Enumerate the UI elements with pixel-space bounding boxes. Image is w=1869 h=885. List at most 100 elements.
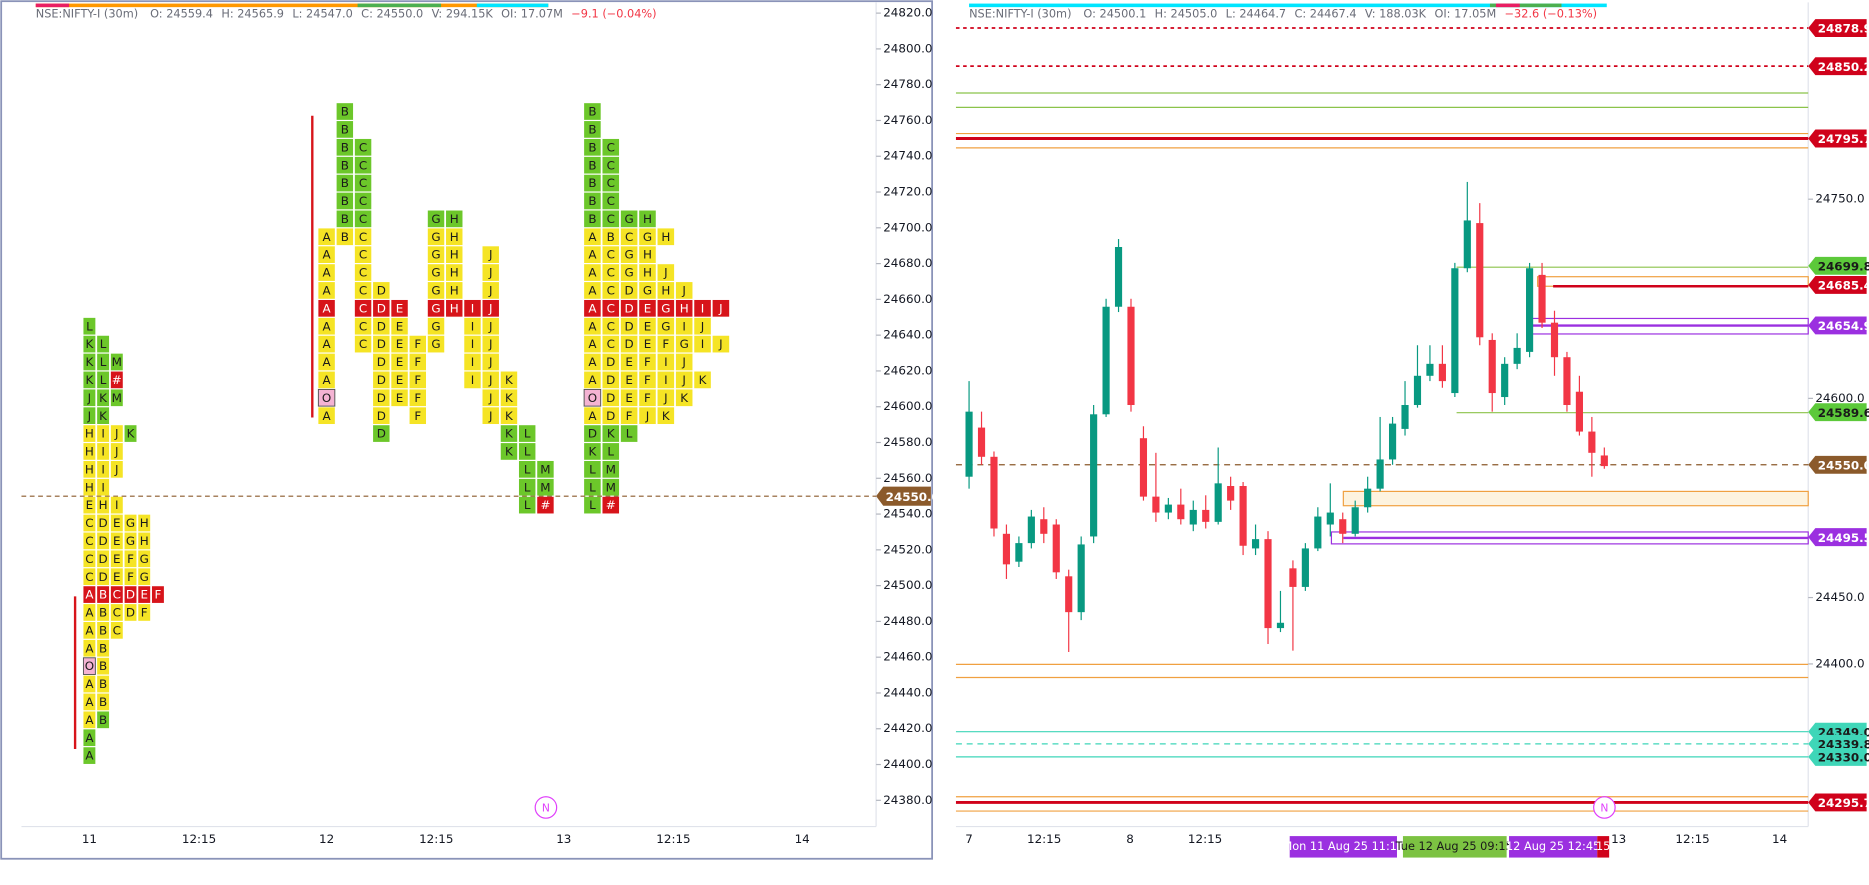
tpo-letter: F [414, 409, 421, 423]
tpo-letter: F [414, 355, 421, 369]
tpo-letter: L [589, 480, 596, 494]
last-price-tag [876, 486, 931, 506]
tpo-letter: F [155, 588, 162, 602]
header-strip [357, 3, 442, 8]
candle-body [965, 411, 973, 477]
tpo-letter: A [588, 409, 597, 423]
tpo-cell [584, 246, 601, 263]
tpo-letter: A [85, 731, 94, 745]
tpo-cell [620, 210, 638, 228]
news-marker[interactable] [534, 796, 558, 819]
tpo-cell [584, 478, 601, 496]
tpo-cell [83, 729, 96, 747]
price-label: 24620.0 [883, 363, 932, 377]
tpo-cell [83, 693, 96, 711]
header-field: OI: 17.07M [501, 6, 563, 20]
tpo-letter: A [323, 409, 332, 423]
time-label: 12:15 [1027, 832, 1061, 846]
tpo-letter: D [625, 319, 634, 333]
tpo-letter: K [505, 391, 514, 405]
tpo-cell [124, 568, 137, 586]
candle-body [1575, 391, 1583, 432]
tpo-cell [584, 264, 601, 281]
tpo-letter: G [431, 337, 440, 351]
tpo-letter: M [540, 462, 550, 476]
tpo-letter: G [431, 248, 440, 262]
tpo-letter: O [322, 391, 331, 405]
tpo-cell [97, 639, 110, 657]
tpo-cell [97, 353, 110, 371]
tpo-cell [657, 335, 675, 353]
news-marker-label[interactable]: N [1600, 802, 1608, 815]
candle-body [1264, 539, 1272, 629]
tpo-letter: I [471, 301, 475, 315]
tpo-cell [482, 371, 499, 389]
tpo-letter: C [359, 140, 367, 154]
price-tag [1808, 316, 1867, 335]
time-label: 13 [1611, 832, 1626, 846]
price-tag-label: 24795.7 [1818, 132, 1869, 146]
tpo-cell [518, 496, 536, 514]
right-header: NSE:NIFTY-I (30m) O: 24500.1 H: 24505.0 L: … [969, 6, 1597, 20]
tpo-letter: G [140, 552, 149, 566]
tpo-cell [583, 388, 602, 407]
tpo-cell [83, 604, 96, 621]
price-label: 24800.0 [883, 41, 932, 55]
header-strip [476, 3, 549, 8]
tpo-letter: E [396, 337, 404, 351]
tpo-letter: C [607, 176, 615, 190]
tpo-cell [602, 443, 620, 460]
tpo-cell [602, 156, 620, 174]
left-panel-frame [0, 0, 934, 860]
tpo-letter: G [431, 230, 440, 244]
tpo-cell [675, 282, 693, 299]
tpo-letter: E [644, 319, 652, 333]
news-marker[interactable] [1593, 796, 1616, 819]
tpo-cell [318, 335, 335, 353]
tpo-cell [639, 228, 656, 246]
candle-body [1289, 568, 1297, 587]
tpo-cell [318, 371, 335, 389]
tpo-cell [83, 711, 96, 729]
tpo-cell [584, 317, 601, 335]
tpo-letter: D [99, 570, 108, 584]
tpo-cell [602, 425, 620, 442]
tpo-letter: L [524, 427, 531, 441]
tpo-cell [97, 389, 110, 407]
tpo-letter: L [100, 373, 107, 387]
time-label: 7 [965, 832, 973, 846]
tpo-letter: B [588, 212, 596, 226]
tpo-letter: A [323, 319, 332, 333]
tpo-letter: C [85, 534, 93, 548]
left-header: NSE:NIFTY-I (30m) O: 24559.4 H: 24565.9 L: … [36, 6, 657, 20]
tpo-cell [83, 317, 96, 335]
tpo-letter: A [85, 641, 94, 655]
tpo-letter: A [85, 695, 94, 709]
tpo-letter: L [86, 319, 93, 333]
candle-body [1114, 246, 1123, 307]
header-field: C: 24550.0 [361, 6, 423, 20]
tpo-letter: D [126, 588, 135, 602]
tpo-letter: D [377, 427, 386, 441]
price-tag-label: 24550.0 [1818, 458, 1869, 472]
tpo-letter: G [431, 266, 440, 280]
tpo-letter: C [607, 301, 615, 315]
candle-body [1251, 539, 1260, 549]
tpo-letter: G [431, 212, 440, 226]
tpo-letter: A [323, 230, 332, 244]
time-label: 12:15 [1675, 832, 1709, 846]
tpo-letter: E [113, 516, 121, 530]
candle-body [1501, 363, 1509, 398]
tpo-cell [675, 299, 693, 317]
tpo-letter: D [99, 516, 108, 530]
tpo-letter: J [87, 391, 92, 405]
tpo-cell [602, 460, 620, 478]
tpo-cell [110, 460, 123, 478]
tpo-cell [124, 586, 137, 603]
news-marker-label[interactable]: N [542, 802, 550, 815]
tpo-cell [373, 299, 390, 317]
tpo-cell [657, 407, 675, 425]
tpo-letter: D [377, 337, 386, 351]
tpo-cell [373, 407, 390, 425]
tpo-cell [482, 246, 499, 263]
